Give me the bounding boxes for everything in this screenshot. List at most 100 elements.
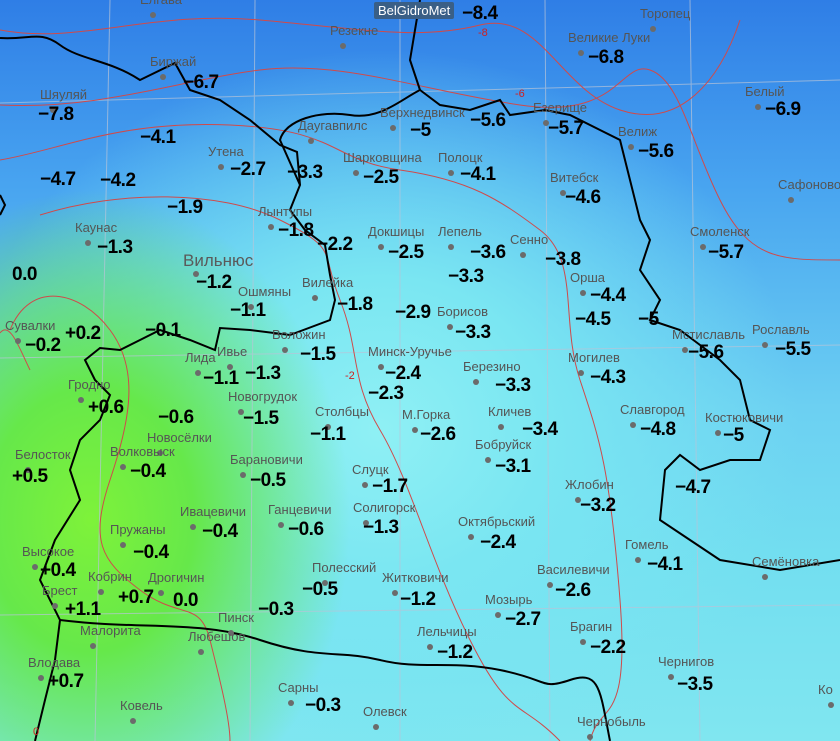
city-label: Ковель bbox=[120, 698, 163, 713]
city-label: Белый bbox=[745, 84, 785, 99]
city-label: Высокое bbox=[22, 544, 75, 559]
station-dot bbox=[38, 675, 44, 681]
station-dot bbox=[392, 590, 398, 596]
city-label: Великие Луки bbox=[568, 30, 651, 45]
temperature-value: −5.6 bbox=[470, 110, 506, 131]
station-dot bbox=[268, 224, 274, 230]
city-label: Брест bbox=[42, 583, 78, 598]
station-dot bbox=[390, 125, 396, 131]
city-label: Бобруйск bbox=[475, 437, 532, 452]
temperature-value: −5 bbox=[410, 120, 431, 141]
city-label: Мозырь bbox=[485, 592, 533, 607]
station-dot bbox=[322, 580, 328, 586]
temperature-value: −0.5 bbox=[302, 579, 338, 600]
city-label: Орша bbox=[570, 270, 606, 285]
city-label: Вилейка bbox=[302, 275, 354, 290]
station-dot bbox=[650, 26, 656, 32]
temperature-value: −1.1 bbox=[230, 300, 266, 321]
city-label: Шяуляй bbox=[40, 87, 88, 102]
station-dot bbox=[668, 674, 674, 680]
station-dot bbox=[190, 524, 196, 530]
station-dot bbox=[278, 522, 284, 528]
temperature-value: −2.4 bbox=[385, 363, 421, 384]
temperature-value: −2.3 bbox=[368, 383, 404, 404]
temperature-value: −5.6 bbox=[638, 141, 674, 162]
temperature-value: −2.5 bbox=[363, 167, 399, 188]
temperature-value: −1.3 bbox=[363, 517, 399, 538]
city-label: Гомель bbox=[625, 537, 669, 552]
station-dot bbox=[90, 643, 96, 649]
temperature-value: −3.3 bbox=[287, 162, 323, 183]
city-label: Жлобин bbox=[565, 477, 614, 492]
station-dot bbox=[427, 644, 433, 650]
city-label: Семёновка bbox=[752, 554, 820, 569]
city-label: Мстиславль bbox=[672, 327, 745, 342]
station-dot bbox=[412, 427, 418, 433]
city-label: Столбцы bbox=[315, 404, 369, 419]
city-label: Новогрудок bbox=[228, 389, 298, 404]
station-dot bbox=[150, 12, 156, 18]
station-dot bbox=[282, 347, 288, 353]
station-dot bbox=[353, 170, 359, 176]
temperature-value: −1.3 bbox=[97, 237, 133, 258]
city-label: Влодава bbox=[28, 655, 81, 670]
temperature-value: −3.3 bbox=[455, 322, 491, 343]
temperature-value: −4.4 bbox=[590, 285, 626, 306]
temperature-value: −4.8 bbox=[640, 419, 676, 440]
temperature-value: −3.3 bbox=[448, 266, 484, 287]
station-dot bbox=[308, 138, 314, 144]
temperature-value: −5.6 bbox=[688, 342, 724, 363]
city-label: Березино bbox=[463, 359, 521, 374]
city-label: Солигорск bbox=[353, 500, 416, 515]
station-dot bbox=[218, 164, 224, 170]
city-label: Шарковщина bbox=[343, 150, 422, 165]
temperature-value: −1.1 bbox=[310, 424, 346, 445]
temperature-value: −6.8 bbox=[588, 47, 624, 68]
city-label: Сувалки bbox=[5, 318, 56, 333]
city-label: Дрогичин bbox=[148, 570, 205, 585]
station-dot bbox=[587, 734, 593, 740]
temperature-value: −1.5 bbox=[300, 344, 336, 365]
city-label: Чернобыль bbox=[577, 714, 646, 729]
temperature-value: −3.8 bbox=[545, 249, 581, 270]
temperature-value: +0.5 bbox=[12, 466, 48, 487]
station-dot bbox=[495, 612, 501, 618]
city-label: Ошмяны bbox=[238, 284, 292, 299]
temperature-value: +1.1 bbox=[65, 599, 101, 620]
temperature-value: −1.8 bbox=[337, 294, 373, 315]
city-label: Елгава bbox=[140, 0, 182, 7]
station-dot bbox=[448, 244, 454, 250]
temperature-value: −3.1 bbox=[495, 456, 531, 477]
city-label: Кличев bbox=[488, 404, 532, 419]
temperature-value: −5.7 bbox=[548, 118, 584, 139]
temperature-value: −2.5 bbox=[388, 242, 424, 263]
temperature-value: −3.2 bbox=[580, 495, 616, 516]
temperature-value: −1.2 bbox=[400, 589, 436, 610]
station-dot bbox=[762, 342, 768, 348]
temperature-value: −3.3 bbox=[495, 375, 531, 396]
temperature-value: −0.3 bbox=[258, 599, 294, 620]
station-dot bbox=[130, 718, 136, 724]
city-label: Докшицы bbox=[368, 224, 425, 239]
temperature-value: −2.4 bbox=[480, 532, 516, 553]
station-dot bbox=[578, 370, 584, 376]
station-dot bbox=[50, 107, 56, 113]
city-label: Сафоново bbox=[778, 177, 840, 192]
temperature-value: 0.0 bbox=[12, 264, 37, 285]
station-dot bbox=[448, 170, 454, 176]
city-label: Василевичи bbox=[537, 562, 610, 577]
station-dot bbox=[325, 424, 331, 430]
temperature-value: −0.6 bbox=[158, 407, 194, 428]
city-label: Резекне bbox=[330, 23, 379, 38]
temperature-value: −4.6 bbox=[565, 187, 601, 208]
temperature-value: −4.1 bbox=[460, 164, 496, 185]
station-dot bbox=[635, 557, 641, 563]
city-label: Езерище bbox=[533, 100, 587, 115]
temperature-value: −4.7 bbox=[40, 169, 76, 190]
city-label: Брагин bbox=[570, 619, 613, 634]
city-label: Воложин bbox=[272, 327, 326, 342]
station-dot bbox=[630, 422, 636, 428]
temperature-value: −4.2 bbox=[100, 170, 136, 191]
city-label: Витебск bbox=[550, 170, 599, 185]
city-label: Ко bbox=[818, 682, 833, 697]
